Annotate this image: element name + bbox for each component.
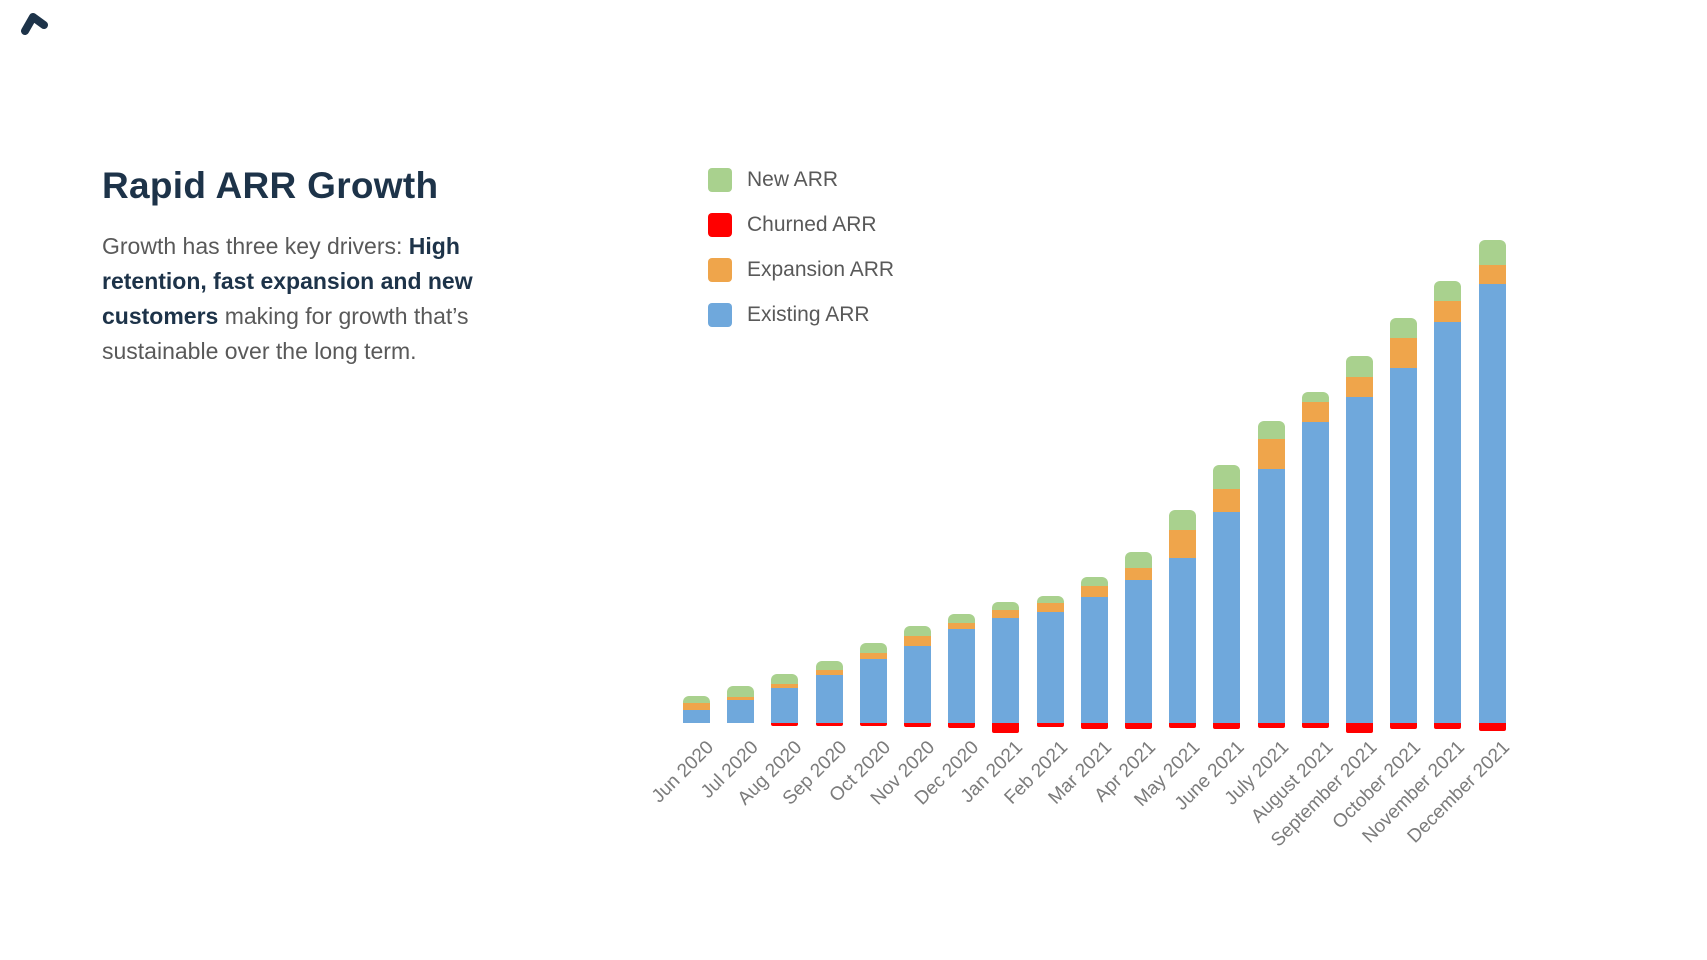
bar-segment-new-arr bbox=[816, 661, 843, 670]
legend-swatch-churned-arr bbox=[708, 213, 732, 237]
bar-segment-existing-arr bbox=[771, 688, 798, 723]
bar-segment-new-arr bbox=[1081, 577, 1108, 586]
bar-segment-expansion-arr bbox=[1434, 301, 1461, 322]
bar-segment-new-arr bbox=[727, 686, 754, 697]
bar-segment-expansion-arr bbox=[1390, 338, 1417, 368]
bar-segment-existing-arr bbox=[1037, 612, 1064, 723]
bar-segment-expansion-arr bbox=[1479, 265, 1506, 284]
bar-segment-expansion-arr bbox=[1037, 603, 1064, 612]
bar-segment-churned-arr bbox=[1346, 723, 1373, 733]
bar-segment-churned-arr bbox=[1434, 723, 1461, 729]
bar-segment-new-arr bbox=[1213, 465, 1240, 489]
bar-segment-new-arr bbox=[771, 674, 798, 684]
intro-text-prefix: Growth has three key drivers: bbox=[102, 233, 409, 259]
bar-segment-churned-arr bbox=[771, 723, 798, 726]
bar-segment-expansion-arr bbox=[1346, 377, 1373, 397]
bar-segment-churned-arr bbox=[1479, 723, 1506, 731]
chevron-up-icon bbox=[21, 13, 48, 35]
legend-item-expansion-arr: Expansion ARR bbox=[708, 258, 894, 282]
bar-segment-existing-arr bbox=[1434, 322, 1461, 723]
bar-segment-existing-arr bbox=[1258, 469, 1285, 723]
bar-segment-existing-arr bbox=[1169, 558, 1196, 723]
bar-segment-existing-arr bbox=[948, 629, 975, 723]
bar-segment-existing-arr bbox=[1390, 368, 1417, 723]
bar-segment-churned-arr bbox=[1169, 723, 1196, 728]
legend-item-churned-arr: Churned ARR bbox=[708, 213, 894, 237]
chart-legend: New ARR Churned ARR Expansion ARR Existing … bbox=[708, 168, 894, 348]
page-title: Rapid ARR Growth bbox=[102, 164, 439, 206]
bar-segment-existing-arr bbox=[1479, 284, 1506, 723]
bar-segment-churned-arr bbox=[1258, 723, 1285, 728]
intro-text-bold: High retention, fast expansion and new c… bbox=[102, 233, 473, 329]
bar-segment-churned-arr bbox=[992, 723, 1019, 733]
bar-segment-new-arr bbox=[992, 602, 1019, 610]
bar-segment-expansion-arr bbox=[727, 697, 754, 700]
legend-label: Existing ARR bbox=[747, 303, 870, 326]
bar-segment-churned-arr bbox=[1037, 723, 1064, 727]
legend-item-new-arr: New ARR bbox=[708, 168, 894, 192]
bar-segment-churned-arr bbox=[948, 723, 975, 728]
bar-segment-expansion-arr bbox=[1125, 568, 1152, 580]
bar-segment-existing-arr bbox=[1302, 422, 1329, 723]
bar-segment-new-arr bbox=[860, 643, 887, 653]
bar-segment-churned-arr bbox=[860, 723, 887, 726]
legend-swatch-existing-arr bbox=[708, 303, 732, 327]
logo-chevron-icon[interactable] bbox=[20, 10, 50, 38]
bar-segment-new-arr bbox=[948, 614, 975, 623]
bar-segment-new-arr bbox=[1169, 510, 1196, 530]
bar-segment-existing-arr bbox=[992, 618, 1019, 723]
bar-segment-new-arr bbox=[1037, 596, 1064, 603]
bar-segment-existing-arr bbox=[1125, 580, 1152, 723]
legend-label: Expansion ARR bbox=[747, 258, 895, 281]
bar-segment-expansion-arr bbox=[992, 610, 1019, 618]
bar-segment-new-arr bbox=[1434, 281, 1461, 301]
bar-segment-churned-arr bbox=[1125, 723, 1152, 729]
bar-segment-expansion-arr bbox=[1302, 402, 1329, 422]
bar-segment-existing-arr bbox=[727, 700, 754, 723]
bar-segment-new-arr bbox=[1258, 421, 1285, 439]
bar-segment-new-arr bbox=[1479, 240, 1506, 265]
bar-segment-new-arr bbox=[1302, 392, 1329, 402]
legend-label: New ARR bbox=[747, 168, 839, 191]
bar-segment-expansion-arr bbox=[1213, 489, 1240, 512]
bar-segment-expansion-arr bbox=[771, 684, 798, 688]
bar-segment-churned-arr bbox=[904, 723, 931, 727]
bar-segment-expansion-arr bbox=[860, 653, 887, 659]
bar-segment-new-arr bbox=[1390, 318, 1417, 338]
bar-segment-expansion-arr bbox=[816, 670, 843, 675]
legend-label: Churned ARR bbox=[747, 213, 877, 236]
legend-item-existing-arr: Existing ARR bbox=[708, 303, 894, 327]
bar-segment-existing-arr bbox=[1346, 397, 1373, 723]
intro-text-suffix: making for growth that’s sustainable ove… bbox=[102, 303, 469, 364]
bar-segment-expansion-arr bbox=[1169, 530, 1196, 558]
bar-segment-churned-arr bbox=[1081, 723, 1108, 729]
bar-segment-existing-arr bbox=[860, 659, 887, 723]
bar-segment-existing-arr bbox=[904, 646, 931, 723]
bar-segment-expansion-arr bbox=[1258, 439, 1285, 469]
bar-segment-expansion-arr bbox=[904, 636, 931, 646]
bar-segment-existing-arr bbox=[683, 710, 710, 723]
bar-segment-churned-arr bbox=[1213, 723, 1240, 729]
bar-segment-new-arr bbox=[1346, 356, 1373, 377]
bar-segment-new-arr bbox=[1125, 552, 1152, 568]
bar-segment-expansion-arr bbox=[948, 623, 975, 629]
bar-segment-expansion-arr bbox=[1081, 586, 1108, 597]
bar-segment-churned-arr bbox=[816, 723, 843, 726]
bar-segment-churned-arr bbox=[1302, 723, 1329, 728]
intro-paragraph: Growth has three key drivers: High reten… bbox=[102, 229, 554, 369]
bar-segment-existing-arr bbox=[1081, 597, 1108, 723]
bar-segment-existing-arr bbox=[1213, 512, 1240, 723]
legend-swatch-expansion-arr bbox=[708, 258, 732, 282]
bar-segment-expansion-arr bbox=[683, 703, 710, 710]
legend-swatch-new-arr bbox=[708, 168, 732, 192]
bar-segment-churned-arr bbox=[1390, 723, 1417, 729]
bar-segment-new-arr bbox=[904, 626, 931, 636]
bar-segment-existing-arr bbox=[816, 675, 843, 723]
bar-segment-new-arr bbox=[683, 696, 710, 703]
